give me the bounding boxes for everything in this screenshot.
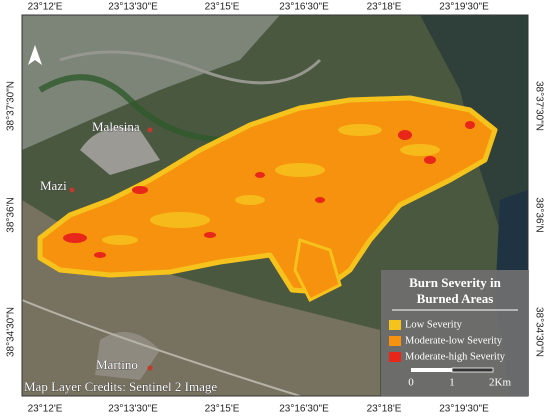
- left-coordinate: 38°34'30"N: [6, 307, 17, 357]
- scale-label: 2Km: [489, 377, 511, 389]
- top-coordinate: 23°13'30"E: [108, 2, 158, 13]
- bottom-coordinate: 23°18'E: [367, 404, 402, 415]
- legend-label: Moderate-low Severity: [405, 335, 503, 346]
- burned-area: [37, 95, 498, 303]
- legend-swatch: [389, 352, 401, 362]
- legend-label: Moderate-high Severity: [405, 351, 506, 362]
- bottom-coordinate: 23°19'30"E: [439, 404, 489, 415]
- left-coordinate: 38°36'N: [6, 197, 17, 232]
- north-arrow: [28, 45, 42, 65]
- top-coordinate: 23°15'E: [205, 2, 240, 13]
- place-label: Martino: [96, 357, 138, 372]
- place-label: Mazi: [40, 178, 67, 193]
- bottom-coordinate: 23°15'E: [205, 404, 240, 415]
- top-coordinate: 23°18'E: [367, 2, 402, 13]
- top-coordinate: 23°12'E: [28, 2, 63, 13]
- legend-swatch: [389, 320, 401, 330]
- legend-label: Low Severity: [405, 319, 463, 330]
- right-coordinate: 38°36'N: [533, 197, 544, 232]
- legend-title: Burn Severity in: [409, 275, 501, 290]
- scale-bar: [411, 367, 494, 373]
- legend-title: Burned Areas: [417, 291, 494, 306]
- bottom-coordinate: 23°13'30"E: [108, 404, 158, 415]
- left-coordinate: 38°37'30"N: [6, 81, 17, 131]
- legend-box: [381, 270, 529, 396]
- right-coordinate: 38°34'30"N: [533, 307, 544, 357]
- bottom-coordinate: 23°16'30"E: [279, 404, 329, 415]
- top-coordinate: 23°16'30"E: [279, 2, 329, 13]
- scale-label: 0: [408, 377, 414, 389]
- legend-swatch: [389, 336, 401, 346]
- place-label: Malesina: [92, 119, 140, 134]
- right-coordinate: 38°37'30"N: [533, 81, 544, 131]
- top-coordinate: 23°19'30"E: [439, 2, 489, 13]
- map-frame: [21, 14, 529, 397]
- scale-label: 1: [449, 377, 455, 389]
- bottom-coordinate: 23°12'E: [28, 404, 63, 415]
- place-markers: [69, 127, 153, 371]
- credits: Map Layer Credits: Sentinel 2 Image: [24, 379, 217, 394]
